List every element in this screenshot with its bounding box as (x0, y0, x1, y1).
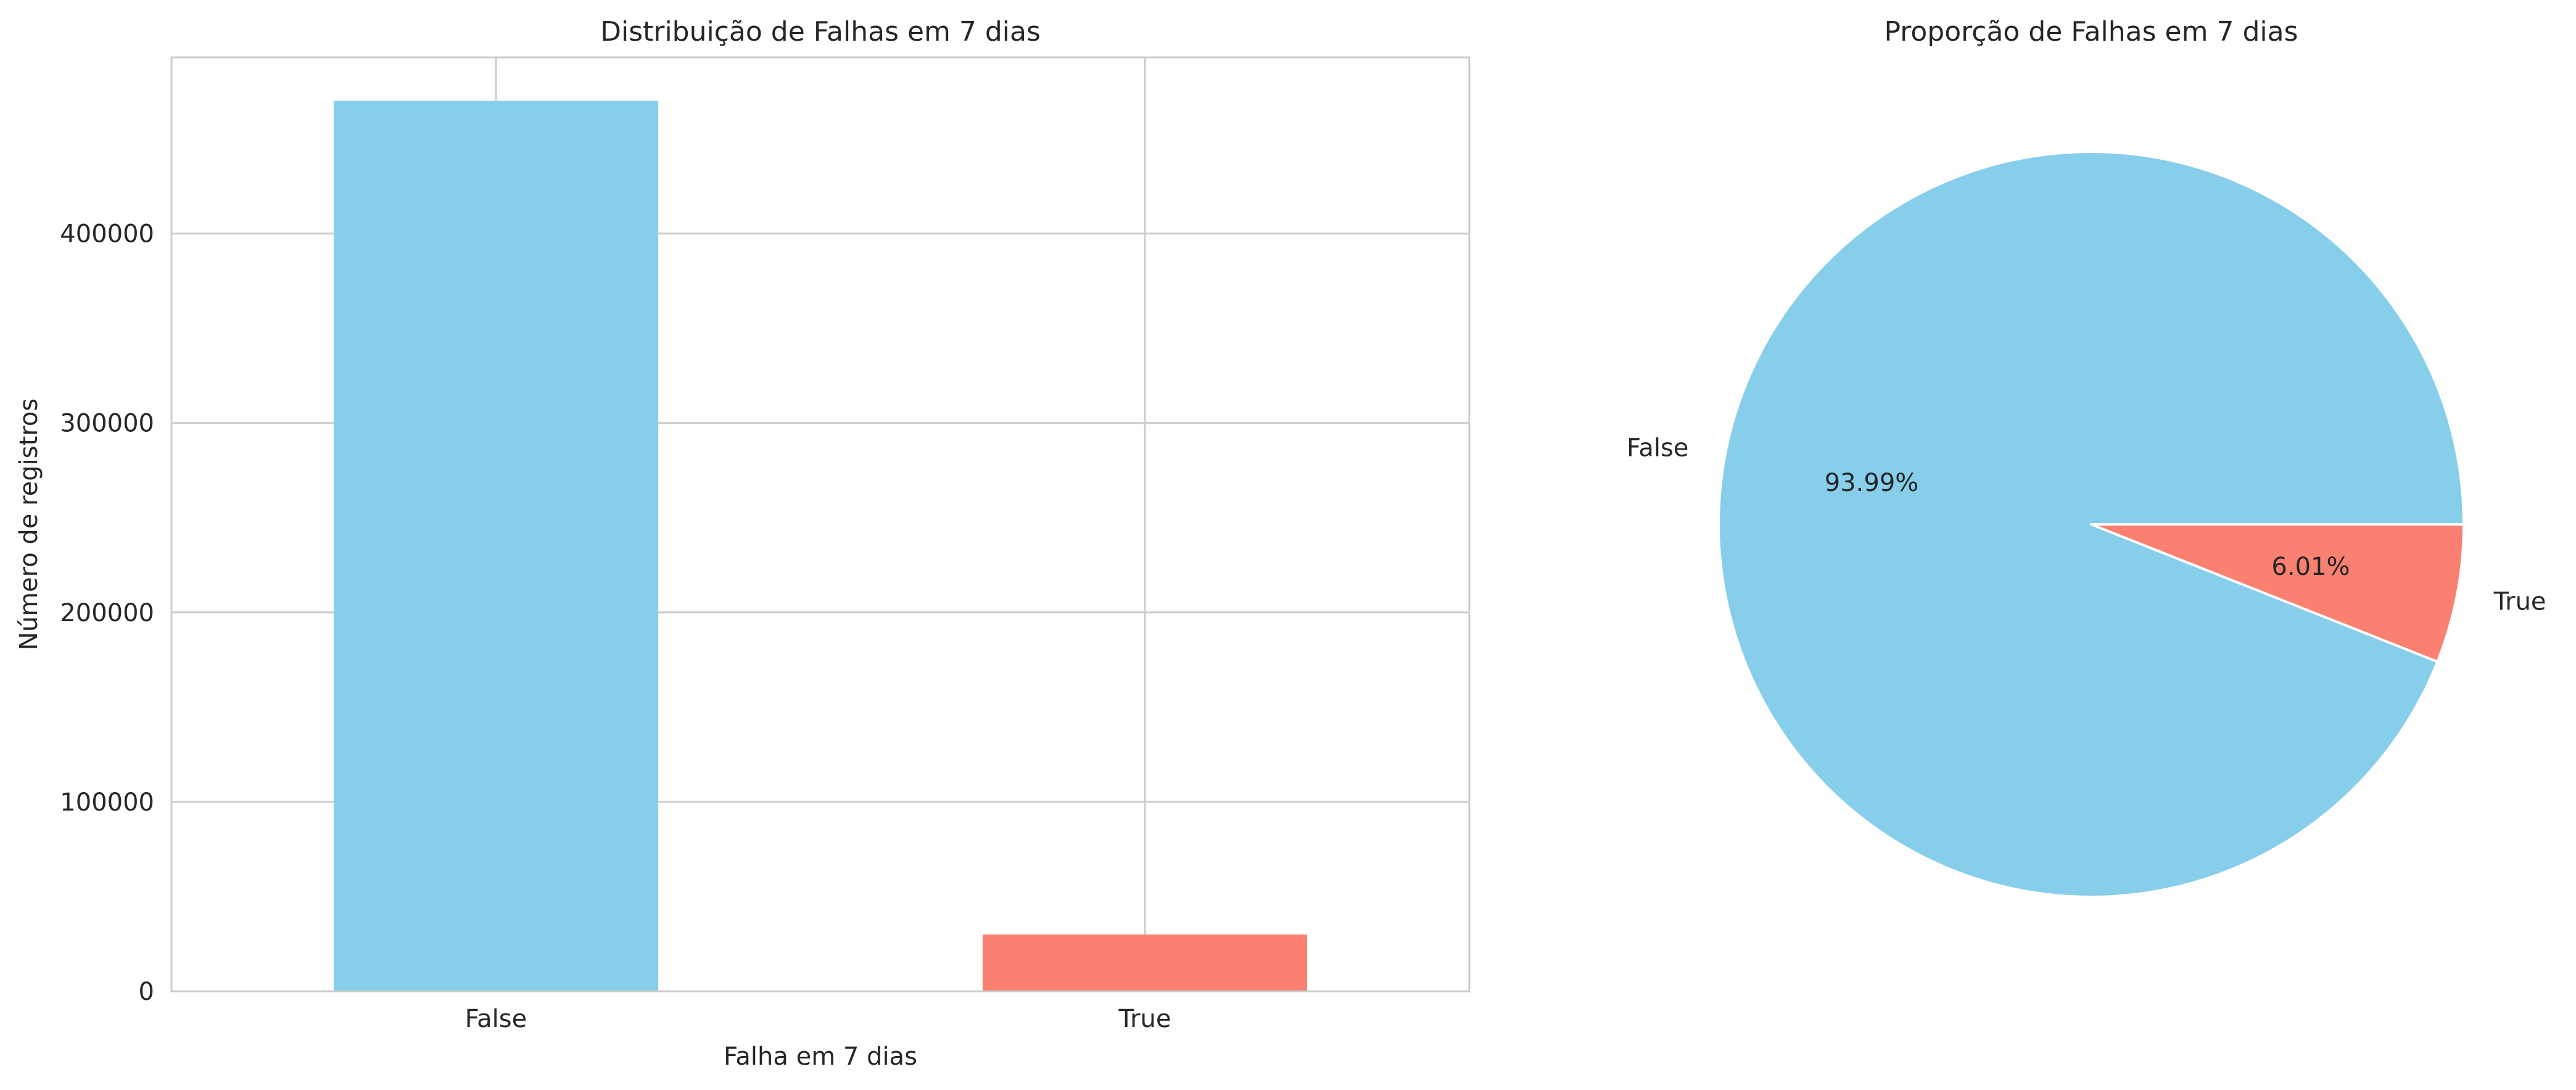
pie-chart-slices (1717, 151, 2465, 898)
pie-label-true: True (2493, 588, 2546, 616)
bar-chart-y-tick-label: 100000 (60, 788, 154, 817)
bar-chart-y-tick-label: 0 (139, 978, 154, 1006)
bar-chart-bars (334, 101, 1307, 992)
pie-pct-false: 93.99% (1825, 469, 1919, 497)
bar-chart-frame (170, 56, 1471, 993)
bar-chart-y-tick-label: 200000 (60, 599, 154, 627)
bar-chart-x-axis-label: Falha em 7 dias (724, 1043, 917, 1071)
bar-chart-x-tick-label: False (465, 1005, 527, 1033)
pie-chart: Proporção de Falhas em 7 dias False 93.99… (1627, 16, 2546, 898)
bar-chart-y-ticks: 0 100000 200000 300000 400000 (60, 220, 154, 1006)
bar-chart-x-ticks: False True (465, 1005, 1171, 1033)
pie-chart-title: Proporção de Falhas em 7 dias (1885, 16, 2298, 47)
bar-false (334, 101, 658, 992)
pie-slice-true (2090, 523, 2465, 663)
pie-pct-true: 6.01% (2271, 553, 2350, 581)
pie-chart-labels: False 93.99% True 6.01% (1627, 434, 2546, 616)
bar-chart-x-tick-label: True (1118, 1005, 1171, 1033)
pie-label-false: False (1627, 434, 1688, 462)
bar-chart-title: Distribuição de Falhas em 7 dias (600, 16, 1041, 47)
bar-true (983, 934, 1307, 991)
bar-chart-y-tick-label: 300000 (60, 410, 154, 438)
bar-chart-y-axis-label: Número de registros (15, 398, 43, 650)
bar-chart-y-tick-label: 400000 (60, 220, 154, 249)
bar-chart: Distribuição de Falhas em 7 dias 0 100000… (15, 16, 1471, 1071)
